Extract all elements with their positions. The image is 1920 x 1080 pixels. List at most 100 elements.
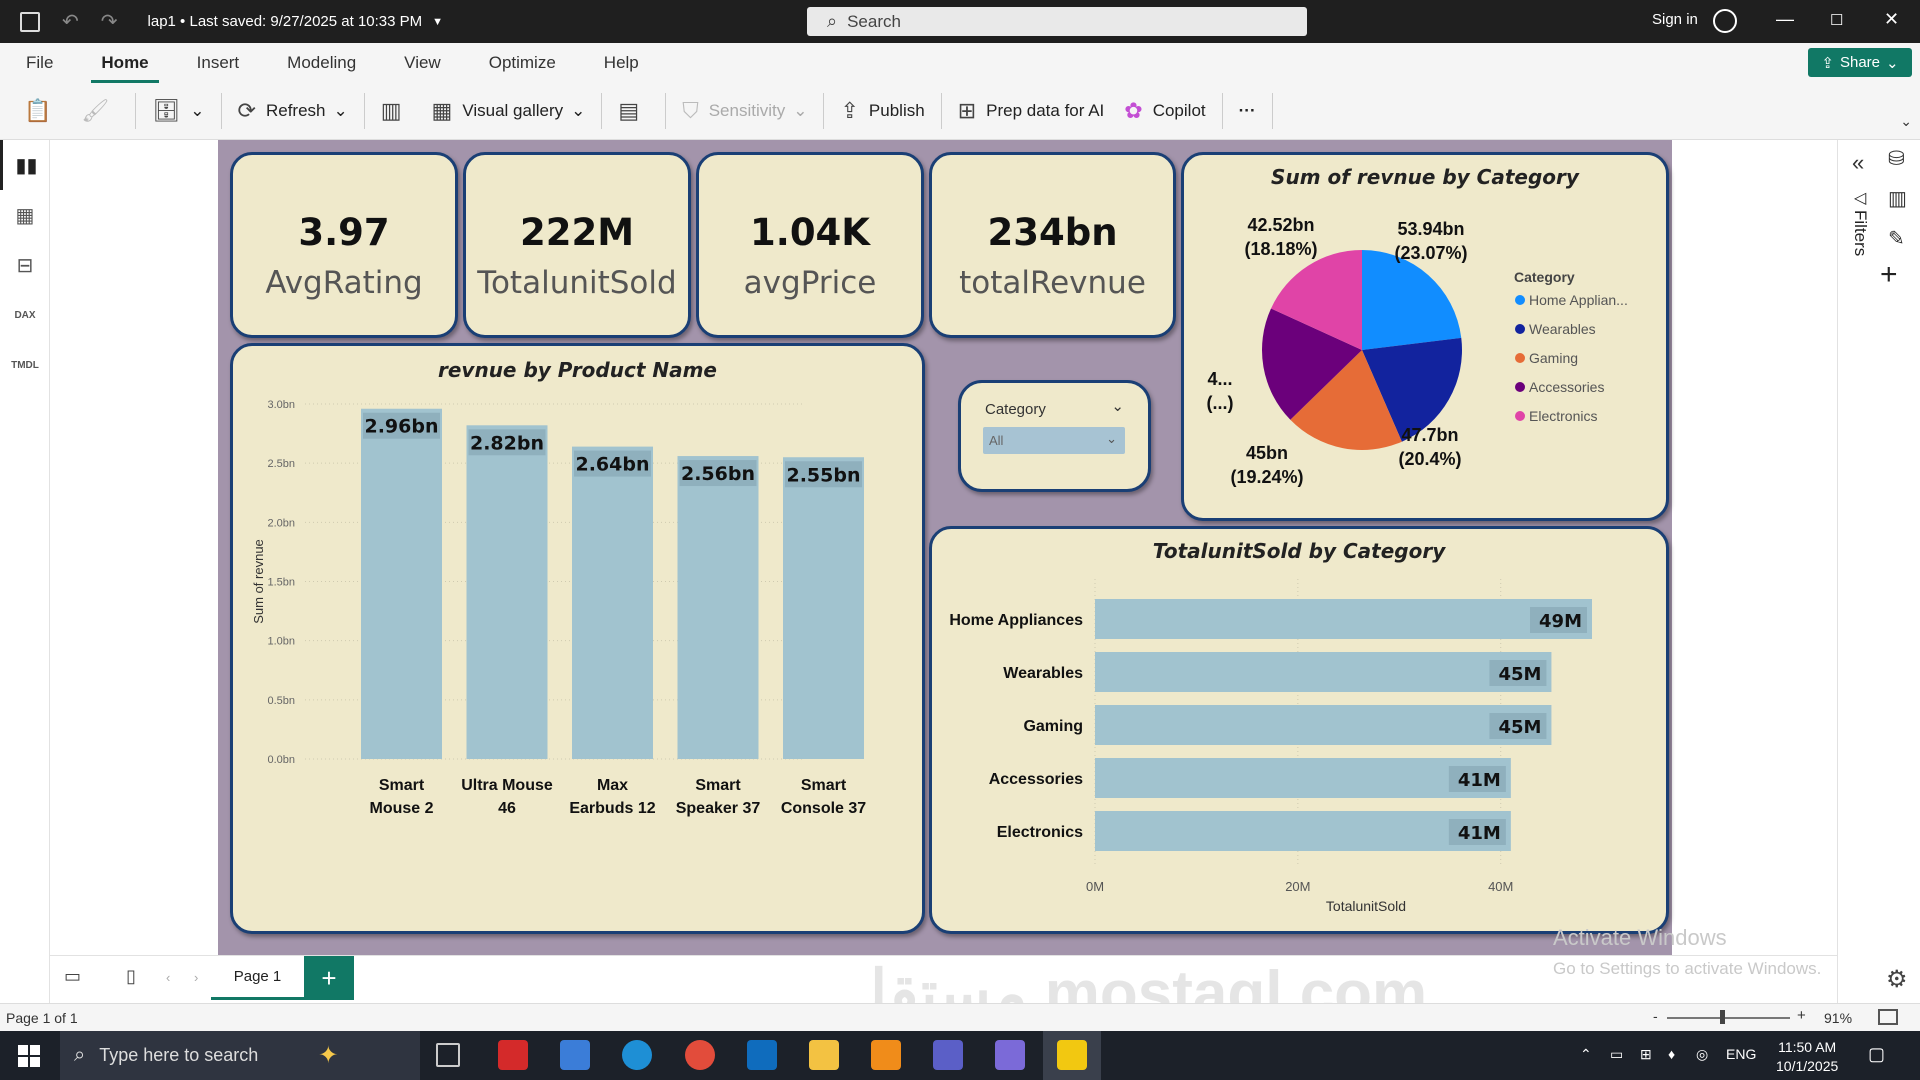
taskbar-active-app[interactable] bbox=[1043, 1031, 1101, 1080]
next-page-icon[interactable]: › bbox=[194, 970, 199, 985]
sync-icon[interactable]: ◎ bbox=[1696, 1046, 1709, 1062]
paste-button[interactable]: 📋 bbox=[14, 91, 71, 131]
publish-button[interactable]: ⇪ Publish bbox=[830, 91, 934, 131]
visualizations-icon[interactable]: ▥ bbox=[1888, 188, 1907, 210]
legend-label[interactable]: Wearables bbox=[1529, 321, 1596, 337]
pie-slice[interactable] bbox=[1262, 308, 1362, 420]
sensitivity-button[interactable]: ⛉ Sensitivity ⌄ bbox=[672, 91, 817, 131]
language-indicator[interactable]: ENG bbox=[1726, 1046, 1757, 1062]
kpi-card-total-revenue[interactable]: 234bn totalRevnue bbox=[929, 152, 1176, 338]
bar[interactable] bbox=[1095, 758, 1511, 798]
gear-icon[interactable]: ⚙ bbox=[1886, 966, 1908, 993]
chevron-up-icon[interactable]: ⌃ bbox=[1580, 1046, 1592, 1062]
bar-chart-card[interactable]: revnue by Product Name 0.0bn 0.5bn 1.0bn 1.… bbox=[230, 343, 925, 934]
app-icon[interactable] bbox=[995, 1040, 1025, 1070]
filters-pane-label[interactable]: Filters bbox=[1851, 210, 1870, 257]
bar[interactable] bbox=[1095, 652, 1552, 692]
wps-icon[interactable] bbox=[498, 1040, 528, 1070]
ribbon-tab-file[interactable]: File bbox=[26, 53, 54, 72]
pie-slice[interactable] bbox=[1290, 350, 1402, 450]
dax-query-view-icon[interactable]: DAX bbox=[14, 309, 36, 321]
save-icon[interactable] bbox=[20, 11, 40, 32]
ribbon-tab-optimize[interactable]: Optimize bbox=[488, 53, 556, 72]
legend-label[interactable]: Gaming bbox=[1529, 350, 1578, 366]
chevron-down-icon[interactable]: ▼ bbox=[432, 15, 444, 28]
share-button[interactable]: ⇪ Share ⌄ bbox=[1808, 48, 1912, 77]
pie-slice[interactable] bbox=[1362, 250, 1462, 350]
format-icon[interactable]: ✎ bbox=[1888, 228, 1905, 250]
ribbon-tab-insert[interactable]: Insert bbox=[196, 53, 240, 72]
store-icon[interactable] bbox=[560, 1040, 590, 1070]
megaphone-icon[interactable]: ◁ bbox=[1854, 190, 1867, 207]
ribbon-tab-home[interactable]: Home bbox=[91, 43, 159, 83]
format-painter-button[interactable]: 🖌 bbox=[71, 91, 129, 131]
minimize-icon[interactable]: — bbox=[1776, 9, 1794, 29]
bar[interactable] bbox=[677, 456, 759, 759]
refresh-button[interactable]: ⟳ Refresh ⌄ bbox=[228, 91, 358, 131]
notifications-icon[interactable]: ▢ bbox=[1868, 1044, 1886, 1064]
taskbar-search[interactable]: ⌕ Type here to search ✦ bbox=[60, 1031, 420, 1080]
mobile-layout-icon[interactable]: ▯ bbox=[126, 966, 136, 986]
chevron-down-icon[interactable]: ⌄ bbox=[1111, 398, 1124, 415]
network-icon[interactable]: ⊞ bbox=[1640, 1046, 1652, 1062]
zoom-slider-thumb[interactable] bbox=[1720, 1010, 1725, 1024]
add-pane-icon[interactable]: + bbox=[1880, 258, 1898, 291]
prep-data-button[interactable]: ⊞ Prep data for AI bbox=[948, 91, 1115, 131]
ribbon-tab-modeling[interactable]: Modeling bbox=[287, 53, 357, 72]
ribbon-tab-help[interactable]: Help bbox=[603, 53, 639, 72]
user-icon[interactable] bbox=[1713, 9, 1737, 33]
kpi-card-total-unit-sold[interactable]: 222M TotalunitSold bbox=[463, 152, 691, 338]
calculator-button[interactable]: ▤ bbox=[608, 91, 659, 131]
zoom-out-button[interactable]: - bbox=[1653, 1008, 1658, 1024]
sign-in-link[interactable]: Sign in bbox=[1652, 11, 1698, 28]
more-options-button[interactable]: ··· bbox=[1238, 101, 1256, 120]
tmdl-view-icon[interactable]: TMDL bbox=[11, 359, 39, 371]
model-view-icon[interactable]: ⊟ bbox=[16, 254, 34, 277]
category-slicer[interactable]: Category ⌄ All ⌄ bbox=[958, 380, 1151, 492]
file-explorer-icon[interactable] bbox=[809, 1040, 839, 1070]
previous-page-icon[interactable]: ‹ bbox=[166, 970, 171, 985]
microphone-icon[interactable]: ♦ bbox=[1668, 1046, 1676, 1062]
clock[interactable]: 11:50 AM 10/1/2025 bbox=[1776, 1038, 1838, 1076]
kpi-card-avg-price[interactable]: 1.04K avgPrice bbox=[696, 152, 924, 338]
task-view-icon[interactable] bbox=[436, 1043, 460, 1067]
vlc-icon[interactable] bbox=[871, 1040, 901, 1070]
battery-icon[interactable]: ▭ bbox=[1610, 1046, 1624, 1062]
hbar-chart-card[interactable]: TotalunitSold by Category 0M 20M 40M Totalu… bbox=[929, 526, 1669, 934]
table-view-icon[interactable]: ▦ bbox=[15, 204, 35, 227]
zoom-level[interactable]: 91% bbox=[1824, 1010, 1853, 1026]
fit-to-page-icon[interactable] bbox=[1878, 1009, 1898, 1025]
visual-gallery-button[interactable]: ▦ Visual gallery ⌄ bbox=[422, 91, 596, 131]
zoom-in-button[interactable]: + bbox=[1797, 1007, 1806, 1024]
chrome-icon[interactable] bbox=[685, 1040, 715, 1070]
report-view-icon[interactable]: ▮▮ bbox=[0, 140, 50, 190]
maximize-icon[interactable]: ☐ bbox=[1830, 12, 1844, 29]
close-icon[interactable]: ✕ bbox=[1884, 9, 1900, 29]
desktop-layout-icon[interactable]: ▭ bbox=[64, 966, 82, 986]
legend-label[interactable]: Home Applian... bbox=[1529, 292, 1628, 308]
pie-slice[interactable] bbox=[1362, 337, 1462, 442]
edge-icon[interactable] bbox=[622, 1040, 652, 1070]
bar[interactable] bbox=[1095, 599, 1592, 639]
kpi-card-avg-rating[interactable]: 3.97 AvgRating bbox=[230, 152, 458, 338]
windows-start-icon[interactable] bbox=[18, 1045, 40, 1067]
zoom-slider[interactable] bbox=[1667, 1017, 1790, 1019]
add-page-button[interactable]: + bbox=[304, 956, 354, 1000]
collapse-icon[interactable]: « bbox=[1852, 150, 1865, 175]
copilot-button[interactable]: ✿ Copilot bbox=[1114, 91, 1215, 131]
bar[interactable] bbox=[361, 408, 442, 759]
bar[interactable] bbox=[1095, 705, 1552, 745]
ribbon-tab-view[interactable]: View bbox=[404, 53, 441, 72]
redo-icon[interactable]: ↷ bbox=[100, 11, 118, 33]
search-input[interactable]: ⌕ Search bbox=[807, 7, 1307, 36]
bar[interactable] bbox=[783, 457, 864, 759]
pie-slice[interactable] bbox=[1271, 250, 1362, 350]
outlook-icon[interactable] bbox=[747, 1040, 777, 1070]
pie-chart-card[interactable]: Sum of revnue by Category 53.94bn (23.07%… bbox=[1181, 152, 1669, 521]
legend-label[interactable]: Electronics bbox=[1529, 408, 1597, 424]
bar[interactable] bbox=[466, 425, 548, 759]
bar[interactable] bbox=[1095, 811, 1511, 851]
new-visual-button[interactable]: ▥ bbox=[371, 91, 422, 131]
collapse-ribbon-icon[interactable]: ⌄ bbox=[1900, 113, 1912, 129]
data-button[interactable]: 🗄 ⌄ bbox=[142, 91, 214, 131]
